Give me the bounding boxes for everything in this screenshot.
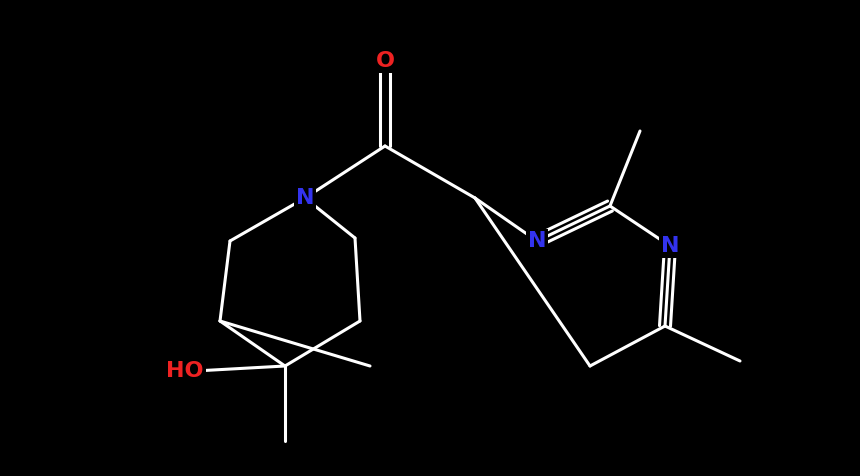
Text: HO: HO [166,361,204,381]
Text: N: N [296,188,314,208]
Text: N: N [660,236,679,256]
Text: O: O [376,51,395,71]
Text: N: N [528,231,546,251]
